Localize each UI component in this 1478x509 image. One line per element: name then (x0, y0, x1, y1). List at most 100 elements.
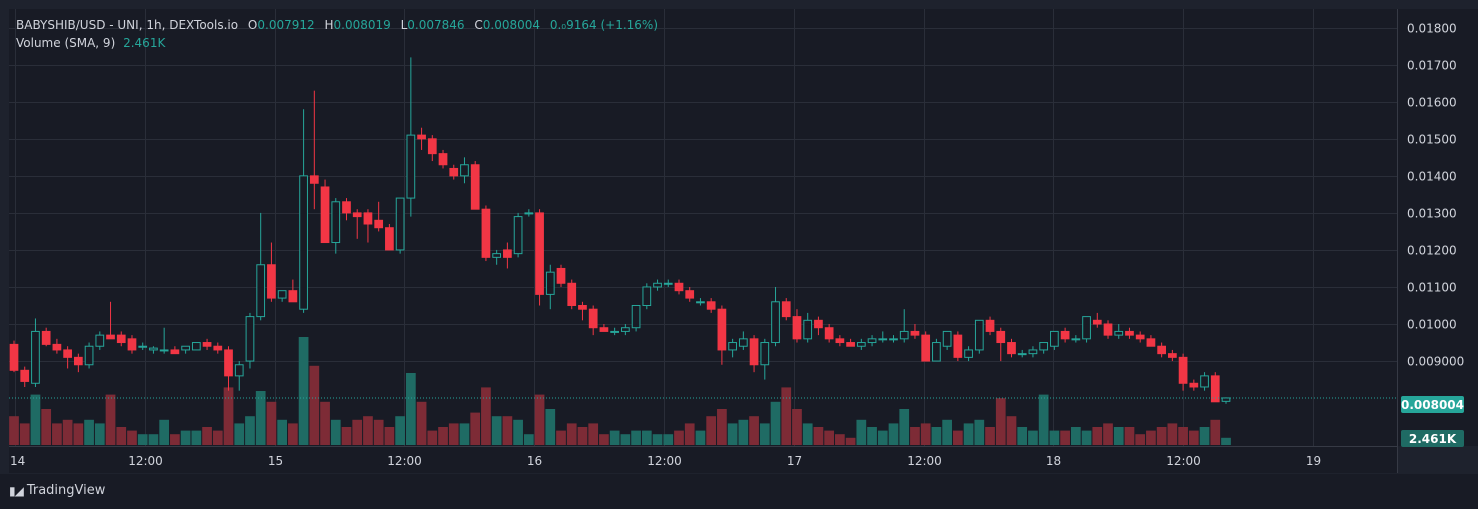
candle-body (867, 338, 877, 344)
candle-body (535, 212, 544, 295)
candle-body (1125, 330, 1134, 336)
volume-bar (813, 427, 824, 445)
candle-body (728, 342, 737, 351)
volume-bar (127, 430, 137, 445)
volume-bar (52, 423, 62, 445)
volume-bar (1146, 430, 1156, 445)
candle-body (610, 330, 619, 333)
volume-bar (974, 419, 985, 445)
volume-title: Volume (SMA, 9) (16, 36, 116, 50)
candle-body (363, 212, 373, 225)
candle-body (202, 342, 212, 347)
volume-bar (1070, 427, 1081, 445)
candle-body (438, 153, 448, 166)
volume-bar (985, 427, 995, 445)
volume-bar (1038, 394, 1049, 445)
candle-body (814, 319, 823, 329)
candle-body (578, 304, 587, 310)
candle-body (1146, 338, 1156, 347)
price-tick-label: 0.01000 (1407, 318, 1457, 332)
candle-body (856, 342, 866, 347)
time-axis-labels: 14 12:00 15 12:00 16 12:00 17 12:00 18 12:00 19 (10, 454, 1321, 468)
candle-body (245, 316, 255, 362)
symbol-title: BABYSHIB/USD - UNI, 1h, DEXTools.io (16, 18, 239, 32)
volume-bar (309, 365, 320, 445)
candle-body (556, 267, 566, 284)
candle-body (406, 134, 416, 199)
candle-body (674, 282, 684, 292)
volume-bar (877, 430, 888, 445)
candle-body (524, 212, 534, 215)
volume-bar (277, 419, 288, 445)
volume-bar (577, 427, 588, 445)
candle-body (1103, 323, 1113, 336)
candle-body (299, 175, 308, 310)
candle-body (417, 134, 426, 140)
time-tick-label: 12:00 (387, 454, 422, 468)
candle-body (95, 334, 105, 347)
volume-bar (137, 434, 148, 445)
candle-body (191, 342, 201, 351)
volume-bar (910, 427, 920, 445)
high-value: 0.008019 (333, 18, 391, 32)
candle-body (738, 338, 748, 347)
ohlc-row: BABYSHIB/USD - UNI, 1h, DEXTools.io O0.0… (16, 16, 658, 34)
open-value: 0.007912 (257, 18, 315, 32)
volume-bar (706, 416, 717, 445)
candle-body (159, 349, 169, 352)
candle-body (41, 330, 51, 345)
volume-bar (94, 423, 105, 445)
volume-bar (1081, 430, 1092, 445)
candle-body (116, 334, 126, 344)
volume-bar (727, 423, 738, 445)
volume-bar (545, 409, 556, 445)
candle-body (846, 342, 855, 347)
tradingview-logo[interactable]: ▮◢ TradingView (9, 483, 105, 498)
candle-body (771, 301, 780, 344)
time-axis-area (9, 447, 1397, 473)
volume-bar (405, 373, 416, 445)
candle-body (320, 186, 330, 244)
volume-bar (717, 409, 727, 445)
candle-body (1135, 334, 1145, 340)
volume-bar (255, 391, 266, 445)
candle-body (996, 330, 1006, 344)
candle-body (792, 316, 802, 340)
volume-bar (963, 423, 974, 445)
candle-body (588, 308, 598, 329)
volume-bar (191, 430, 202, 445)
candle-body (149, 347, 158, 351)
volume-bar (502, 416, 513, 445)
volume-bar (513, 419, 523, 445)
candle-body (1221, 397, 1231, 402)
volume-bar (1049, 430, 1060, 445)
candle-body (481, 208, 491, 258)
volume-bar (674, 430, 684, 445)
volume-bar (298, 337, 309, 445)
candle-body (631, 304, 641, 329)
volume-bar (641, 430, 652, 445)
candle-body (213, 345, 223, 351)
candle-body (1168, 353, 1177, 358)
volume-bar (341, 427, 352, 445)
volume-bar (41, 409, 52, 445)
price-tick-label: 0.01100 (1407, 281, 1457, 295)
candle-body (331, 201, 341, 244)
candle-body (9, 343, 19, 371)
candle-body (427, 138, 437, 155)
candle-body (1114, 330, 1124, 336)
volume-bar (920, 423, 931, 445)
volume-bar (1103, 423, 1113, 445)
brand-name: TradingView (26, 483, 106, 498)
volume-bar (652, 434, 663, 445)
time-tick-label: 15 (268, 454, 283, 468)
volume-bar (202, 427, 212, 445)
candle-body (878, 338, 888, 341)
volume-bar (170, 434, 180, 445)
candle-body (974, 319, 984, 351)
price-tick-label: 0.01300 (1407, 207, 1457, 221)
candle-body (760, 342, 770, 366)
volume-bar (867, 427, 877, 445)
candle-body (653, 282, 662, 288)
